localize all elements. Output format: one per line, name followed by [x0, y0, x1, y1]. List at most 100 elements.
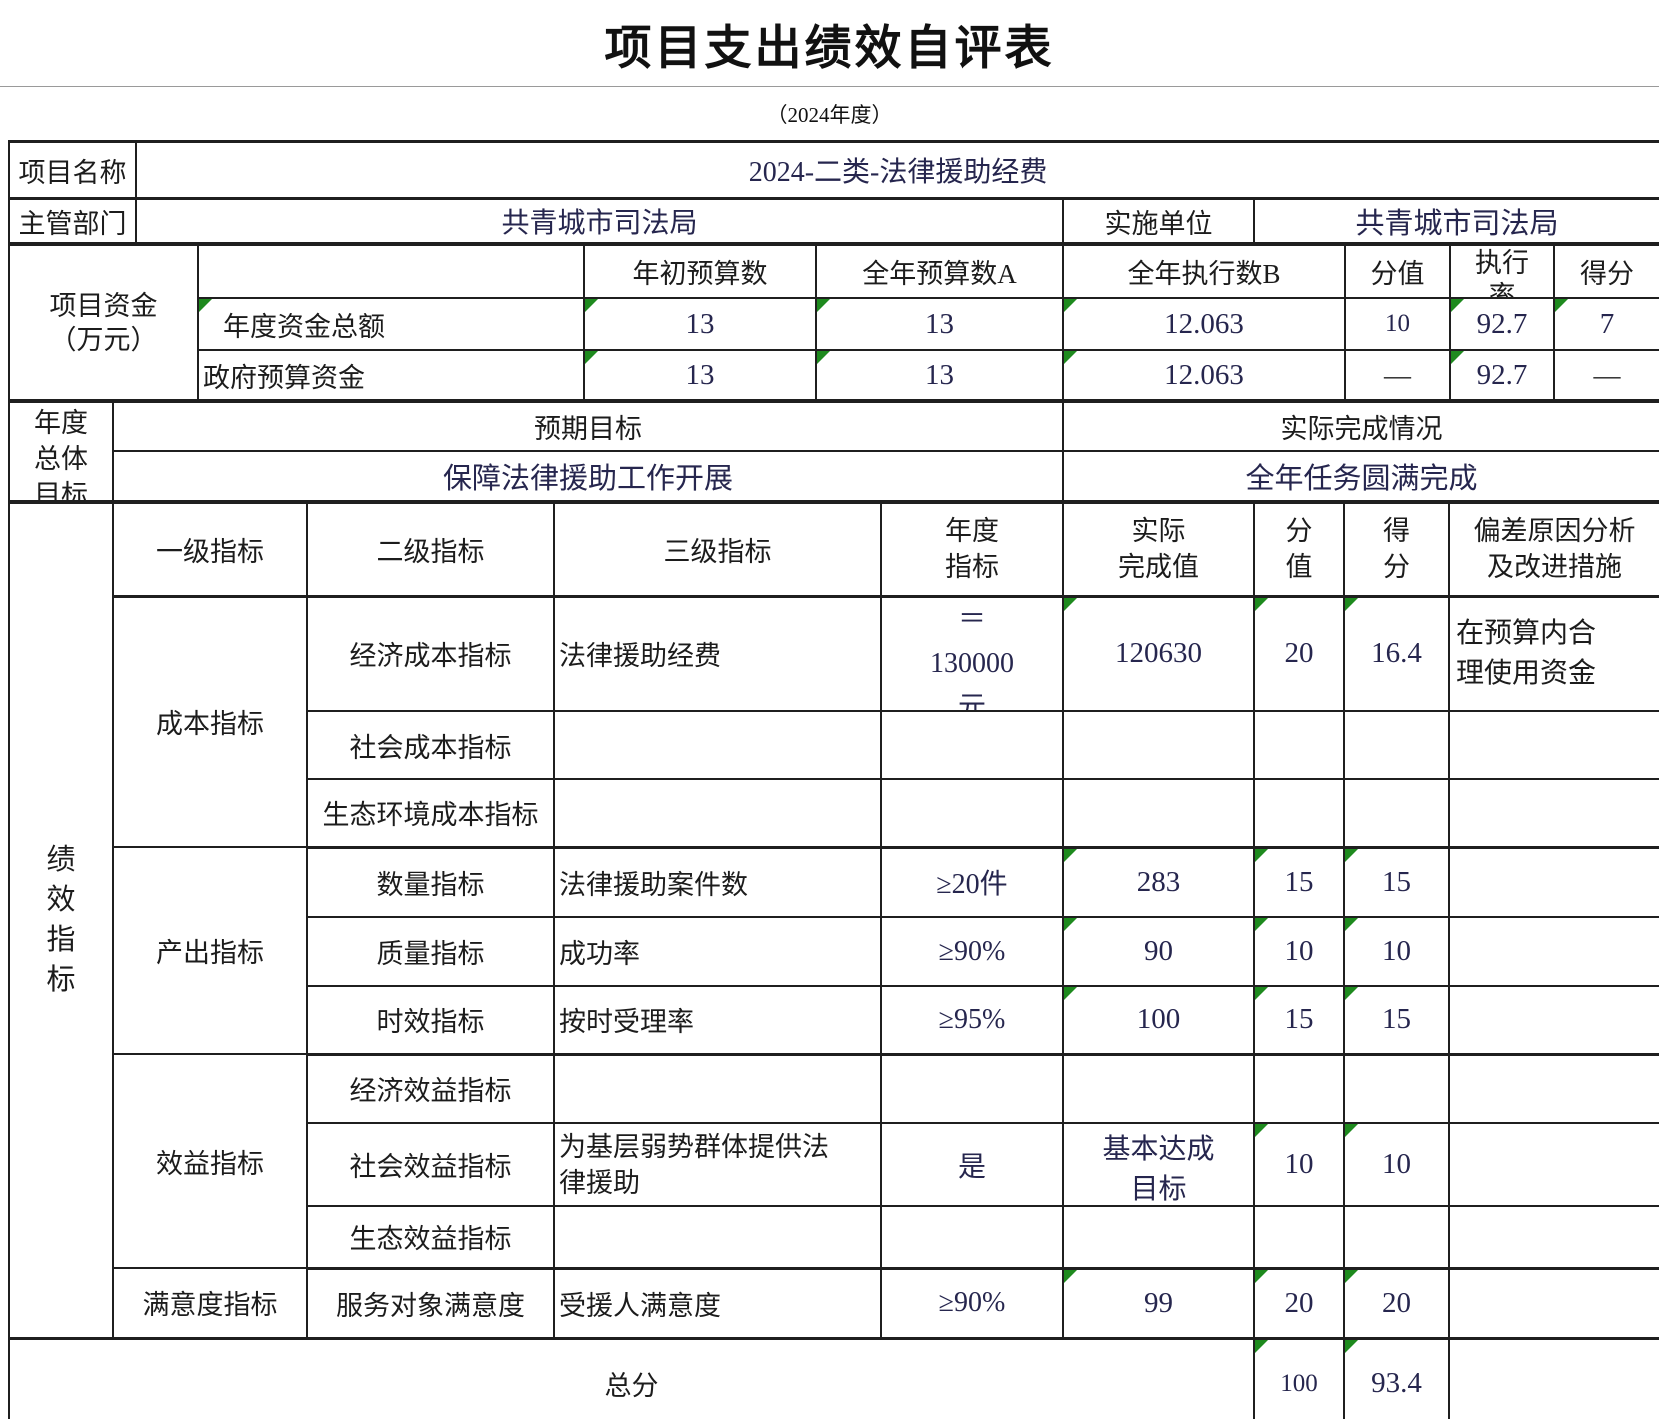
annual-goal-section-label: 年度 总体 目标 — [8, 401, 114, 502]
funds-gov-score: — — [1553, 349, 1659, 401]
row-social-cost-deviation — [1448, 710, 1659, 780]
row-econ-benefit-actual — [1062, 1053, 1255, 1124]
row-econ-benefit-deviation — [1448, 1053, 1659, 1124]
row-quantity-score-value: 15 — [1253, 846, 1345, 918]
row-eco-benefit-actual — [1062, 1205, 1255, 1270]
total-deviation — [1448, 1337, 1659, 1419]
row-timeliness-score-value: 15 — [1253, 985, 1345, 1056]
row-satisfaction-score: 20 — [1343, 1267, 1450, 1340]
row-econ-cost-annual: ＝ 130000 元 — [880, 595, 1064, 712]
funds-total-exec-rate: 92.7 — [1449, 297, 1555, 351]
row-social-cost-score — [1343, 710, 1450, 780]
annual-goal-table: 年度 总体 目标 预期目标 实际完成情况 保障法律援助工作开展 全年任务圆满完成 — [8, 401, 1659, 503]
header-level3: 三级指标 — [553, 502, 882, 598]
row-econ-benefit-annual — [880, 1053, 1064, 1124]
actual-completion-value: 全年任务圆满完成 — [1062, 449, 1659, 503]
row-econ-cost-deviation: 在预算内合 理使用资金 — [1448, 595, 1659, 712]
group-benefit: 效益指标 — [112, 1053, 308, 1269]
row-eco-benefit-score-value — [1253, 1205, 1345, 1270]
annual-goal-label-clipped: 年度 总体 目标 — [34, 408, 88, 500]
row-quality-l3: 成功率 — [553, 916, 882, 987]
row-econ-cost-actual: 120630 — [1062, 595, 1255, 712]
funds-gov-exec-rate: 92.7 — [1449, 349, 1555, 401]
row-quality-annual: ≥90% — [880, 916, 1064, 987]
group-cost: 成本指标 — [112, 595, 308, 848]
actual-completion-label: 实际完成情况 — [1062, 401, 1659, 452]
funds-gov-initial: 13 — [583, 349, 817, 401]
row-social-benefit-annual: 是 — [880, 1122, 1064, 1207]
funds-total-score-value: 10 — [1344, 297, 1451, 351]
row-quantity-score: 15 — [1343, 846, 1450, 918]
page-subtitle: （2024年度） — [766, 102, 893, 127]
social-benefit-actual-clipped: 基本达成 目标 — [1102, 1134, 1215, 1205]
row-econ-benefit-l2: 经济效益指标 — [306, 1053, 555, 1124]
row-social-cost-score-value — [1253, 710, 1345, 780]
row-eco-cost-score — [1343, 778, 1450, 849]
row-eco-benefit-deviation — [1448, 1205, 1659, 1270]
row-econ-cost-l3: 法律援助经费 — [553, 595, 882, 712]
indicators-table: 绩 效 指 标 一级指标 二级指标 三级指标 年度 指标 实际 完成值 分 值 … — [8, 502, 1659, 1419]
funds-gov-annual: 13 — [815, 349, 1064, 401]
row-eco-cost-deviation — [1448, 778, 1659, 849]
group-output: 产出指标 — [112, 846, 308, 1055]
funds-header-score-value: 分值 — [1344, 244, 1451, 299]
row-social-benefit-deviation — [1448, 1122, 1659, 1207]
row-social-cost-l2: 社会成本指标 — [306, 710, 555, 780]
row-eco-cost-annual — [880, 778, 1064, 849]
funds-total-score: 7 — [1553, 297, 1659, 351]
header-score: 得 分 — [1343, 502, 1450, 598]
funds-header-executed: 全年执行数B — [1062, 244, 1346, 299]
impl-unit-value: 共青城市司法局 — [1252, 197, 1659, 244]
row-social-benefit-l2: 社会效益指标 — [306, 1122, 555, 1207]
row-timeliness-l2: 时效指标 — [306, 985, 555, 1056]
row-timeliness-score: 15 — [1343, 985, 1450, 1056]
row-social-cost-actual — [1062, 710, 1255, 780]
row-social-benefit-actual: 基本达成 目标 — [1062, 1122, 1255, 1207]
row-eco-cost-score-value — [1253, 778, 1345, 849]
subtitle-bar: （2024年度） — [0, 87, 1659, 140]
funds-row-gov-label: 政府预算资金 — [197, 349, 585, 401]
funds-total-annual: 13 — [815, 297, 1064, 351]
row-eco-benefit-annual — [880, 1205, 1064, 1270]
row-quantity-annual: ≥20件 — [880, 846, 1064, 918]
row-quantity-l2: 数量指标 — [306, 846, 555, 918]
row-satisfaction-annual: ≥90% — [880, 1267, 1064, 1340]
project-name-label: 项目名称 — [8, 140, 137, 200]
row-social-benefit-l3: 为基层弱势群体提供法 律援助 — [553, 1122, 882, 1207]
header-actual-value: 实际 完成值 — [1062, 502, 1255, 598]
dept-value: 共青城市司法局 — [135, 197, 1064, 244]
row-satisfaction-score-value: 20 — [1253, 1267, 1345, 1340]
impl-unit-label: 实施单位 — [1062, 197, 1255, 244]
title-bar: 项目支出绩效自评表 — [0, 0, 1659, 87]
row-social-benefit-score: 10 — [1343, 1122, 1450, 1207]
project-name-value: 2024-二类-法律援助经费 — [134, 140, 1659, 200]
row-econ-cost-l2: 经济成本指标 — [306, 595, 555, 712]
total-score-label: 总分 — [8, 1337, 1255, 1419]
row-timeliness-deviation — [1448, 985, 1659, 1056]
row-quality-actual: 90 — [1062, 916, 1255, 987]
header-score-value: 分 值 — [1253, 502, 1345, 598]
header-deviation: 偏差原因分析 及改进措施 — [1448, 502, 1659, 598]
row-eco-cost-actual — [1062, 778, 1255, 849]
row-quality-l2: 质量指标 — [306, 916, 555, 987]
dept-label: 主管部门 — [8, 197, 137, 244]
header-annual-target: 年度 指标 — [880, 502, 1064, 598]
funds-header-initial: 年初预算数 — [583, 244, 817, 299]
row-eco-benefit-l3 — [553, 1205, 882, 1270]
row-satisfaction-l3: 受援人满意度 — [553, 1267, 882, 1340]
row-quantity-l3: 法律援助案件数 — [553, 846, 882, 918]
funds-gov-score-value: — — [1344, 349, 1451, 401]
row-econ-cost-score: 16.4 — [1343, 595, 1450, 712]
project-info-table: 项目名称 2024-二类-法律援助经费 主管部门 共青城市司法局 实施单位 共青… — [8, 140, 1659, 244]
row-econ-benefit-score — [1343, 1053, 1450, 1124]
row-econ-benefit-l3 — [553, 1053, 882, 1124]
row-quality-score-value: 10 — [1253, 916, 1345, 987]
funds-header-annual: 全年预算数A — [815, 244, 1064, 299]
indicators-section-label: 绩 效 指 标 — [8, 502, 114, 1340]
exec-rate-clipped-text: 执行 率 — [1475, 247, 1529, 297]
row-quality-deviation — [1448, 916, 1659, 987]
total-score: 93.4 — [1343, 1337, 1450, 1419]
header-level2: 二级指标 — [306, 502, 555, 598]
row-eco-benefit-score — [1343, 1205, 1450, 1270]
